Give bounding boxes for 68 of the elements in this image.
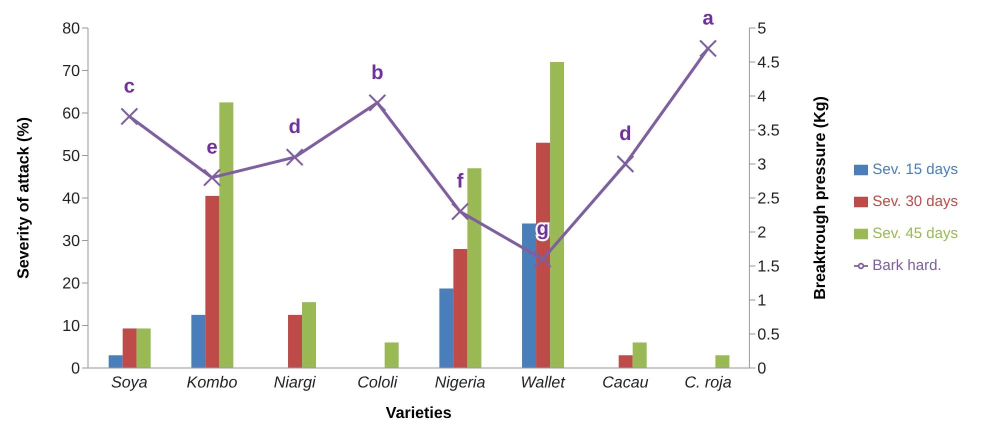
y-tick-label: 80 xyxy=(62,20,80,38)
y2-tick-label: 2.5 xyxy=(757,190,780,208)
x-tick-label: Kombo xyxy=(186,374,238,392)
x-tick-label: Cacau xyxy=(602,374,649,392)
annotation: a xyxy=(702,7,714,30)
bar xyxy=(522,224,536,368)
y2-tick-label: 5 xyxy=(757,20,766,38)
point xyxy=(368,94,386,112)
x-tick-label: Soya xyxy=(111,374,148,392)
bar xyxy=(288,314,302,368)
y-tick-label: 10 xyxy=(62,318,80,336)
annotation: d xyxy=(288,116,301,138)
bar xyxy=(632,342,647,368)
x-tick-label: Niargi xyxy=(274,374,316,392)
bar xyxy=(384,342,399,368)
y-tick-label: 70 xyxy=(62,63,80,80)
bar xyxy=(618,355,633,368)
bar xyxy=(136,328,151,368)
y-tick-label: 40 xyxy=(62,190,80,208)
y-tick-label: 30 xyxy=(62,233,80,250)
point xyxy=(616,155,634,173)
legend-label: Sev. 45 days xyxy=(872,225,958,242)
y-tick-label: 50 xyxy=(62,148,80,166)
legend-label: Bark hard. xyxy=(872,257,942,274)
bar xyxy=(302,302,316,368)
annotation: c xyxy=(124,75,135,98)
y2-tick-label: 1.5 xyxy=(757,258,780,276)
annotation: f xyxy=(456,170,464,193)
y-tick-label: 60 xyxy=(62,106,80,123)
bar xyxy=(205,196,220,368)
y-tick-label: 20 xyxy=(62,276,80,293)
legend-label: Sev. 30 days xyxy=(872,193,958,210)
y2-tick-label: 4 xyxy=(757,88,766,106)
point xyxy=(451,202,470,221)
point xyxy=(286,148,304,166)
x-tick-label: C. roja xyxy=(684,374,732,392)
y-axis-title: Severity of attack (%) xyxy=(16,117,33,279)
bar xyxy=(191,314,206,368)
point xyxy=(120,107,138,126)
point xyxy=(203,168,222,187)
bar xyxy=(467,168,482,368)
x-axis-title: Varieties xyxy=(386,405,452,422)
point xyxy=(699,39,718,58)
y2-tick-label: 3 xyxy=(757,156,766,174)
x-tick-label: Cololi xyxy=(357,374,398,392)
bar xyxy=(550,62,564,368)
bar xyxy=(453,249,468,368)
x-tick-label: Nigeria xyxy=(434,374,486,392)
y2-tick-label: 1 xyxy=(757,292,766,310)
y2-tick-label: 0 xyxy=(757,360,766,378)
bar xyxy=(122,328,137,368)
bar xyxy=(439,288,454,368)
legend-label: Sev. 15 days xyxy=(872,161,958,178)
y2-tick-label: 4.5 xyxy=(757,54,780,72)
y-tick-label: 0 xyxy=(71,360,80,378)
annotation: d xyxy=(619,123,632,145)
x-tick-label: Wallet xyxy=(520,374,566,392)
bar xyxy=(715,355,730,368)
annotation: b xyxy=(371,62,384,84)
point xyxy=(534,250,552,268)
y2-axis-title: Breaktrough pressure (Kg) xyxy=(812,96,830,300)
bar xyxy=(219,102,234,368)
annotation: g xyxy=(536,218,549,240)
y2-tick-label: 0.5 xyxy=(757,326,780,344)
bar xyxy=(108,355,123,368)
y2-tick-label: 3.5 xyxy=(757,122,780,140)
y2-tick-label: 2 xyxy=(757,224,766,242)
annotation: e xyxy=(206,136,218,159)
